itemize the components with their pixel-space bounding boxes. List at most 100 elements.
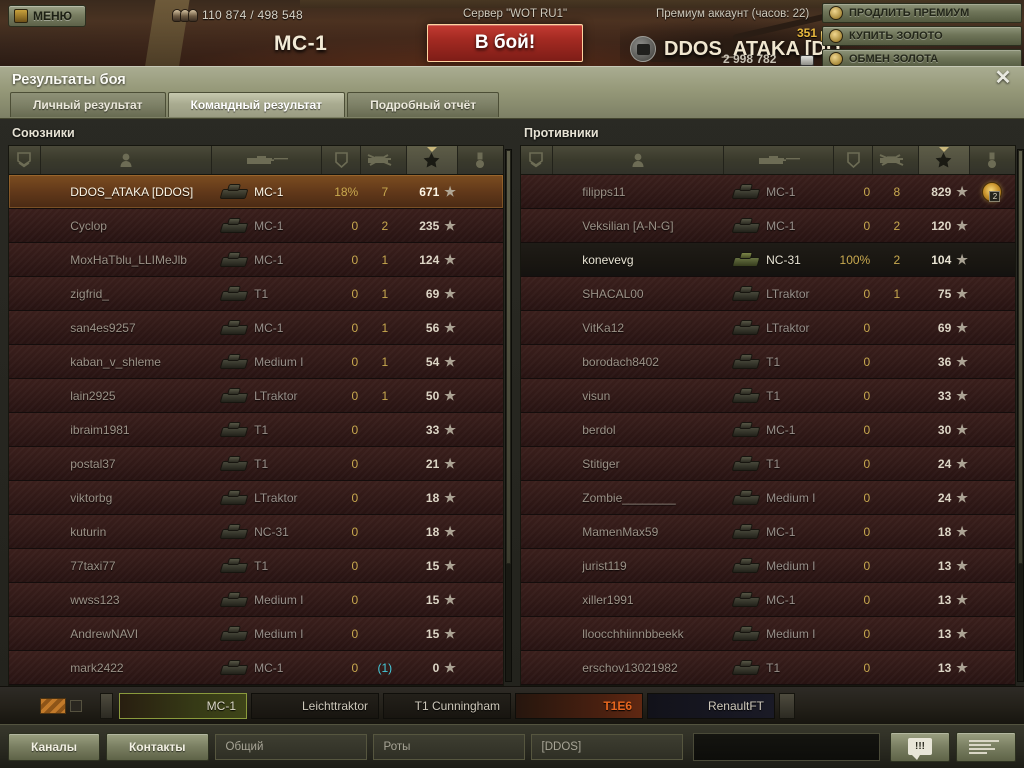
exchange-gold-button[interactable]: ОБМЕН ЗОЛОТА	[822, 49, 1022, 69]
table-row[interactable]: lain2925 LTraktor 0 1 50 ★	[9, 379, 503, 413]
col-header-xp[interactable]	[406, 146, 458, 174]
table-row[interactable]: Zombie________ Medium I 0 24 ★	[521, 481, 1015, 515]
chat-tab-clan[interactable]: [DDOS]	[530, 733, 683, 760]
chat-input[interactable]	[692, 732, 880, 761]
contacts-button[interactable]: Контакты	[105, 732, 209, 761]
row-player-name[interactable]: wwss123	[70, 592, 120, 607]
col-header-tank[interactable]	[724, 146, 835, 174]
channels-button[interactable]: Каналы	[8, 732, 100, 761]
carousel-prev-button[interactable]	[100, 692, 113, 719]
carousel-next-button[interactable]	[779, 692, 795, 719]
table-row[interactable]: kuturin NC-31 0 18 ★	[9, 515, 503, 549]
row-player-name[interactable]: postal37	[70, 456, 116, 471]
tab-detailed-report[interactable]: Подробный отчёт	[347, 92, 500, 117]
col-header-rank[interactable]	[9, 146, 41, 174]
row-player-name[interactable]: lloocchhiinnbbeekk	[582, 626, 684, 641]
row-player-name[interactable]: DDOS_ATAKA [DDOS]	[70, 184, 194, 199]
chat-tab-companies[interactable]: Роты	[372, 733, 525, 760]
table-row[interactable]: Stitiger T1 0 24 ★	[521, 447, 1015, 481]
row-player-name[interactable]: filipps11	[582, 184, 626, 199]
table-row[interactable]: berdol МС-1 0 30 ★	[521, 413, 1015, 447]
table-row[interactable]: 77taxi77 T1 0 15 ★	[9, 549, 503, 583]
table-row[interactable]: zigfrid_ T1 0 1 69 ★	[9, 277, 503, 311]
row-player-name[interactable]: berdol	[582, 422, 616, 437]
table-row[interactable]: san4es9257 МС-1 0 1 56 ★	[9, 311, 503, 345]
table-row[interactable]: SHACAL00 LTraktor 0 1 75 ★	[521, 277, 1015, 311]
row-player-name[interactable]: lain2925	[70, 388, 116, 403]
col-header-kills[interactable]	[361, 146, 407, 174]
row-player-name[interactable]: visun	[582, 388, 611, 403]
carousel-tank-item[interactable]: Leichttraktor	[251, 692, 379, 719]
table-row[interactable]: jurist119 Medium I 0 13 ★	[521, 549, 1015, 583]
row-player-name[interactable]: san4es9257	[70, 320, 136, 335]
col-header-name[interactable]	[41, 146, 213, 174]
row-player-name[interactable]: MoxHaTblu_LLIMeJlb	[70, 252, 187, 267]
carousel-tank-item[interactable]: МС-1	[119, 692, 247, 719]
table-row[interactable]: MoxHaTblu_LLIMeJlb МС-1 0 1 124 ★	[9, 243, 503, 277]
menu-button[interactable]: МЕНЮ	[8, 5, 86, 27]
row-player-name[interactable]: konevevg	[582, 252, 634, 267]
col-header-medal[interactable]	[970, 146, 1015, 174]
col-header-rank[interactable]	[521, 146, 553, 174]
row-player-name[interactable]: kuturin	[70, 524, 107, 539]
row-player-name[interactable]: jurist119	[582, 558, 627, 573]
table-row[interactable]: DDOS_ATAKA [DDOS] МС-1 18% 7 671 ★	[9, 175, 503, 209]
row-player-name[interactable]: SHACAL00	[582, 286, 644, 301]
battle-hero-medal-icon[interactable]: 2	[980, 179, 1005, 204]
enemies-scroll-thumb[interactable]	[1018, 150, 1023, 565]
row-player-name[interactable]: viktorbg	[70, 490, 113, 505]
row-player-name[interactable]: Zombie________	[582, 490, 676, 505]
table-row[interactable]: visun T1 0 33 ★	[521, 379, 1015, 413]
carousel-tank-item[interactable]: T1 Cunningham	[383, 692, 511, 719]
table-row[interactable]: konevevg NC-31 100% 2 104 ★	[521, 243, 1015, 277]
table-row[interactable]: lloocchhiinnbbeekk Medium I 0 13 ★	[521, 617, 1015, 651]
table-row[interactable]: Veksilian [A-N-G] МС-1 0 2 120 ★	[521, 209, 1015, 243]
col-header-xp[interactable]	[918, 146, 970, 174]
table-row[interactable]: mark2422 МС-1 0 (1) 0 ★	[9, 651, 503, 685]
col-header-shield[interactable]	[322, 146, 362, 174]
battle-button[interactable]: В бой!	[427, 24, 583, 62]
row-player-name[interactable]: VitKa12	[582, 320, 625, 335]
table-row[interactable]: wwss123 Medium I 0 15 ★	[9, 583, 503, 617]
table-row[interactable]: kaban_v_shleme Medium I 0 1 54 ★	[9, 345, 503, 379]
buy-gold-button[interactable]: КУПИТЬ ЗОЛОТО	[822, 26, 1022, 46]
row-player-name[interactable]: Stitiger	[582, 456, 620, 471]
table-row[interactable]: borodach8402 T1 0 36 ★	[521, 345, 1015, 379]
table-row[interactable]: VitKa12 LTraktor 0 69 ★	[521, 311, 1015, 345]
tab-team-result[interactable]: Командный результат	[167, 92, 346, 117]
chat-message-button[interactable]: !!!	[890, 731, 950, 762]
table-row[interactable]: erschov13021982 T1 0 13 ★	[521, 651, 1015, 685]
tab-personal-result[interactable]: Личный результат	[10, 92, 166, 117]
table-row[interactable]: MamenMax59 МС-1 0 18 ★	[521, 515, 1015, 549]
row-player-name[interactable]: mark2422	[70, 660, 124, 675]
row-player-name[interactable]: xiller1991	[582, 592, 634, 607]
col-header-name[interactable]	[553, 146, 725, 174]
col-header-medal[interactable]	[458, 146, 503, 174]
table-row[interactable]: filipps11 МС-1 0 8 829 ★ 2	[521, 175, 1015, 209]
row-player-name[interactable]: ibraim1981	[70, 422, 130, 437]
carousel-tank-item[interactable]: T1E6	[515, 692, 643, 719]
table-row[interactable]: Cyclop МС-1 0 2 235 ★	[9, 209, 503, 243]
row-player-name[interactable]: 77taxi77	[70, 558, 116, 573]
row-player-name[interactable]: erschov13021982	[582, 660, 678, 675]
row-player-name[interactable]: AndrewNAVI	[70, 626, 139, 641]
table-row[interactable]: ibraim1981 T1 0 33 ★	[9, 413, 503, 447]
row-player-name[interactable]: borodach8402	[582, 354, 659, 369]
row-player-name[interactable]: kaban_v_shleme	[70, 354, 161, 369]
col-header-kills[interactable]	[873, 146, 919, 174]
carousel-filter-icon[interactable]	[70, 699, 82, 712]
allies-scroll-thumb[interactable]	[506, 150, 511, 565]
row-player-name[interactable]: MamenMax59	[582, 524, 659, 539]
row-player-name[interactable]: zigfrid_	[70, 286, 109, 301]
row-player-name[interactable]: Cyclop	[70, 218, 107, 233]
chat-tab-general[interactable]: Общий	[214, 733, 367, 760]
chat-list-button[interactable]	[956, 731, 1016, 762]
allies-scrollbar[interactable]	[505, 149, 512, 682]
table-row[interactable]: viktorbg LTraktor 0 18 ★	[9, 481, 503, 515]
col-header-tank[interactable]	[212, 146, 323, 174]
table-row[interactable]: postal37 T1 0 21 ★	[9, 447, 503, 481]
row-player-name[interactable]: Veksilian [A-N-G]	[582, 218, 674, 233]
enemies-scrollbar[interactable]	[1017, 149, 1024, 682]
close-icon[interactable]: ✕	[994, 67, 1012, 89]
carousel-tank-item[interactable]: RenaultFT	[647, 692, 775, 719]
